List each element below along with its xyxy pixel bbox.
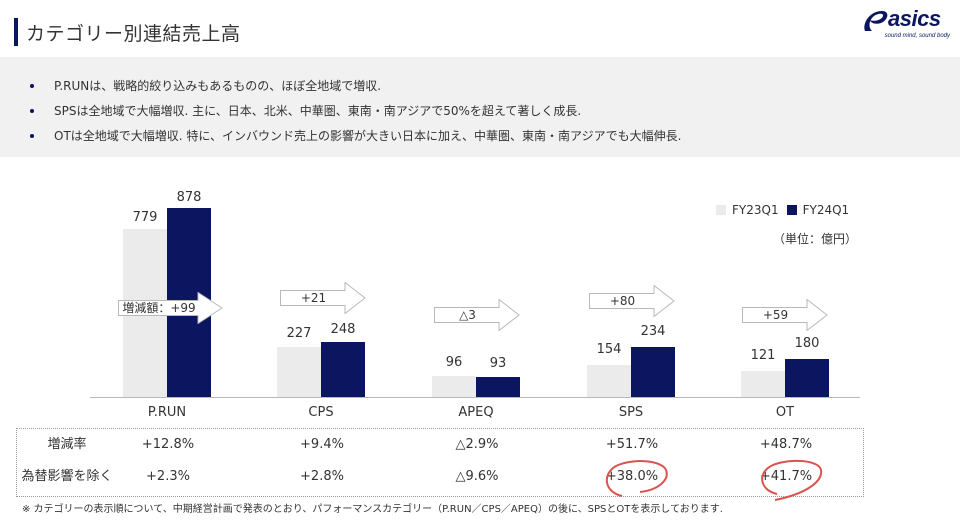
bar-value: 96 xyxy=(445,355,463,370)
category-label-ot: OT xyxy=(775,405,795,420)
arrow-right-icon xyxy=(589,285,675,317)
legend-swatch-fy23 xyxy=(716,205,726,215)
category-label-sps: SPS xyxy=(618,405,644,420)
change-arrow-sps: +80 xyxy=(589,285,675,317)
asics-stripe-icon xyxy=(864,11,888,31)
category-label-prun: P.RUN xyxy=(147,405,187,420)
chart-legend: FY23Q1 FY24Q1 xyxy=(716,203,857,217)
summary-bullet: SPSは全地域で大幅増収. 主に、日本、北米、中華圏、東南・南アジアで50%を超… xyxy=(30,98,960,123)
legend-item-fy24: FY24Q1 xyxy=(786,203,849,217)
table-cell: +2.3% xyxy=(146,469,190,484)
table-cell: +41.7% xyxy=(759,469,813,484)
category-label-apeq: APEQ xyxy=(458,405,494,420)
bar-sps-fy23 xyxy=(587,365,631,397)
bar-value: 248 xyxy=(330,322,356,337)
bar-cps-fy24 xyxy=(321,342,365,397)
legend-swatch-fy24 xyxy=(786,205,797,215)
bullet-icon xyxy=(30,133,34,138)
bar-sps-fy24 xyxy=(631,347,675,397)
footnote: ※ カテゴリーの表示順について、中期経営計画で発表のとおり、パフォーマンスカテゴ… xyxy=(22,504,723,515)
summary-box: P.RUNは、戦略的絞り込みもあるものの、ほぼ全地域で増収. SPSは全地域で大… xyxy=(0,57,960,157)
arrow-right-icon xyxy=(118,292,223,324)
bar-value: 93 xyxy=(489,356,507,371)
arrow-right-icon xyxy=(742,299,828,331)
arrow-right-icon xyxy=(280,282,366,314)
bar-value: 234 xyxy=(640,324,666,339)
table-row: 増減率 +12.8% +9.4% △2.9% +51.7% +48.7% xyxy=(17,430,865,460)
bar-apeq-fy23 xyxy=(432,376,476,397)
table-cell: △9.6% xyxy=(455,469,499,484)
highlight-circle-icon xyxy=(606,460,668,497)
table-cell: △2.9% xyxy=(455,437,499,452)
bar-value: 227 xyxy=(286,326,312,341)
table-row: 為替影響を除く +2.3% +2.8% △9.6% +38.0% +41.7% xyxy=(17,462,865,492)
table-cell: +48.7% xyxy=(759,437,813,452)
change-arrow-apeq: △3 xyxy=(434,299,520,331)
logo-wordmark: asics xyxy=(888,6,941,31)
legend-item-fy23: FY23Q1 xyxy=(716,203,779,217)
arrow-right-icon xyxy=(434,299,520,331)
bar-chart: 779 878 227 248 96 93 154 234 121 180 増減… xyxy=(0,160,960,400)
table-cell: +38.0% xyxy=(605,469,659,484)
summary-bullet: OTは全地域で大幅増収. 特に、インバウンド売上の影響が大きい日本に加え、中華圏… xyxy=(30,123,960,148)
asics-logo: asics sound mind, sound body xyxy=(862,6,952,42)
table-cell: +9.4% xyxy=(300,437,344,452)
summary-bullet: P.RUNは、戦略的絞り込みもあるものの、ほぼ全地域で増収. xyxy=(30,73,960,98)
bullet-icon xyxy=(30,83,34,88)
logo-tagline: sound mind, sound body xyxy=(884,33,950,39)
chart-baseline xyxy=(90,397,860,398)
bar-ot-fy24 xyxy=(785,359,829,397)
row-label: 為替影響を除く xyxy=(21,469,113,484)
bar-apeq-fy24 xyxy=(476,377,520,397)
category-label-cps: CPS xyxy=(308,405,334,420)
table-cell: +12.8% xyxy=(141,437,195,452)
page-title-bar: カテゴリー別連結売上高 xyxy=(14,18,241,46)
title-accent-bar xyxy=(14,18,18,46)
row-label: 増減率 xyxy=(47,437,87,452)
table-cell: +2.8% xyxy=(300,469,344,484)
table-cell: +51.7% xyxy=(605,437,659,452)
change-arrow-ot: +59 xyxy=(742,299,828,331)
bar-value: 121 xyxy=(750,348,776,363)
bullet-icon xyxy=(30,108,34,113)
bar-value: 878 xyxy=(176,190,202,205)
bar-value: 180 xyxy=(794,336,820,351)
change-arrow-cps: +21 xyxy=(280,282,366,314)
highlight-circle-icon xyxy=(761,459,823,501)
change-arrow-prun: 増減額：+99 xyxy=(118,292,223,324)
bar-value: 779 xyxy=(132,210,158,225)
page-title: カテゴリー別連結売上高 xyxy=(26,22,241,45)
unit-label: （単位：億円） xyxy=(773,232,858,246)
bar-cps-fy23 xyxy=(277,347,321,397)
growth-rate-table: 増減率 +12.8% +9.4% △2.9% +51.7% +48.7% 為替影… xyxy=(16,428,864,497)
bar-value: 154 xyxy=(596,342,622,357)
bar-ot-fy23 xyxy=(741,371,785,397)
